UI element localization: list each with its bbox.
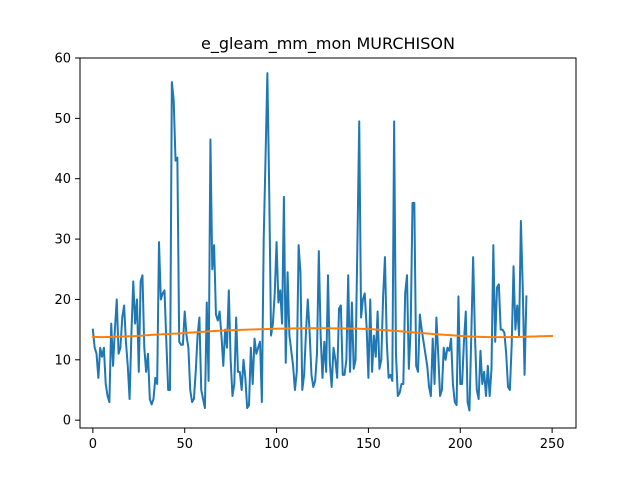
y-axis: 0 10 20 30 40 50 60 [54, 52, 80, 429]
series-line-1 [91, 72, 528, 412]
y-tick-label: 30 [54, 233, 71, 248]
x-tick-label: 200 [448, 437, 473, 452]
x-tick-label: 100 [264, 437, 289, 452]
x-tick-label: 250 [540, 437, 565, 452]
y-tick-label: 10 [54, 353, 71, 368]
plot-frame [79, 57, 577, 429]
y-tick-label: 60 [54, 52, 71, 67]
y-tick-label: 0 [63, 414, 71, 429]
y-tick-label: 40 [54, 172, 71, 187]
x-tick-label: 0 [89, 437, 97, 452]
x-tick-label: 50 [176, 437, 193, 452]
series-line-2 [91, 327, 554, 339]
y-tick-label: 50 [54, 112, 71, 127]
x-tick-label: 150 [356, 437, 381, 452]
chart-title: e_gleam_mm_mon MURCHISON [201, 34, 455, 54]
x-axis: 0 50 100 150 200 250 [89, 428, 565, 452]
series-layer [91, 72, 554, 412]
y-tick-label: 20 [54, 293, 71, 308]
